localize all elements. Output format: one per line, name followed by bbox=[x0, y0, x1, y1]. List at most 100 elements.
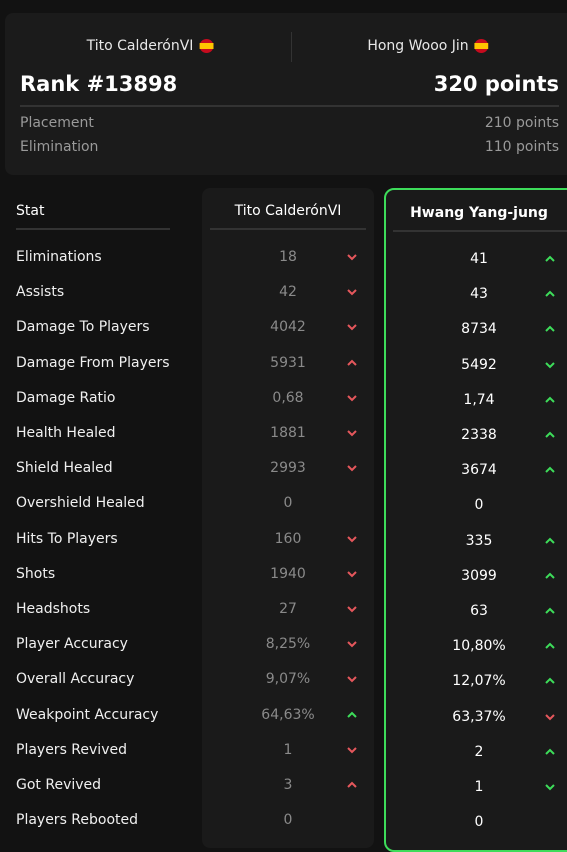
trend-arrow bbox=[347, 430, 357, 437]
player1-value: 1940 bbox=[270, 565, 306, 582]
trend-arrow bbox=[347, 711, 357, 718]
player1-header: Tito CalderónVI bbox=[87, 38, 214, 54]
player2-value: 1,74 bbox=[463, 391, 495, 408]
trend-arrow bbox=[545, 396, 555, 403]
trend-arrow bbox=[347, 254, 357, 261]
stat-label: Players Rebooted bbox=[16, 812, 139, 829]
player1-value: 1 bbox=[283, 741, 293, 758]
breakdown-label: Placement bbox=[20, 115, 94, 131]
player1-value: 2993 bbox=[270, 460, 306, 477]
trend-arrow bbox=[347, 641, 357, 648]
stat-label: Damage Ratio bbox=[16, 389, 116, 406]
separator bbox=[20, 105, 559, 107]
underline bbox=[210, 228, 366, 230]
player1-value: 3 bbox=[283, 777, 293, 793]
trend-arrow bbox=[347, 571, 357, 578]
player1-value: 0,68 bbox=[272, 389, 304, 406]
player2-value: 63 bbox=[470, 603, 488, 619]
player2-value: 0 bbox=[474, 497, 484, 514]
stat-label: Damage To Players bbox=[16, 319, 150, 336]
trend-arrow bbox=[347, 395, 357, 402]
player1-value: 0 bbox=[283, 812, 293, 829]
trend-arrow bbox=[347, 289, 357, 296]
trend-arrow bbox=[347, 747, 357, 754]
trend-arrow bbox=[545, 290, 555, 297]
trend-arrow bbox=[347, 324, 357, 331]
trend-arrow bbox=[545, 431, 555, 438]
stat-label: Player Accuracy bbox=[16, 636, 128, 653]
player2-col-header: Hwang Yang-jung bbox=[410, 205, 548, 221]
player1-value: 0 bbox=[283, 495, 293, 512]
trend-arrow bbox=[545, 748, 555, 755]
trend-arrow bbox=[545, 255, 555, 262]
stat-label: Assists bbox=[16, 284, 65, 301]
stat-label: Shield Healed bbox=[16, 460, 113, 477]
player2-value: 2338 bbox=[461, 427, 497, 443]
player1-value: 1881 bbox=[270, 425, 306, 441]
player1-value: 8,25% bbox=[265, 636, 311, 653]
breakdown-value: 110 points bbox=[484, 139, 559, 155]
player2-value: 0 bbox=[474, 814, 484, 831]
divider bbox=[291, 32, 292, 62]
trend-arrow bbox=[347, 606, 357, 613]
player2-value: 335 bbox=[465, 532, 493, 549]
trend-arrow bbox=[545, 537, 555, 544]
points: 320 points bbox=[433, 72, 559, 96]
player2-header: Hong Wooo Jin bbox=[367, 38, 489, 54]
breakdown-label: Elimination bbox=[20, 139, 99, 155]
player2-value: 10,80% bbox=[452, 638, 506, 655]
trend-arrow bbox=[347, 676, 357, 683]
player1-col-header: Tito CalderónVI bbox=[234, 203, 342, 219]
flag bbox=[199, 39, 214, 53]
underline bbox=[393, 230, 567, 232]
stat-header: Stat bbox=[16, 203, 45, 219]
player1-name: Tito CalderónVI bbox=[86, 38, 194, 54]
player1-value: 4042 bbox=[270, 319, 306, 336]
trend-arrow bbox=[347, 535, 357, 543]
player2-column bbox=[384, 188, 567, 852]
player1-column bbox=[202, 188, 374, 848]
flag bbox=[474, 39, 489, 53]
breakdown-value: 210 points bbox=[484, 115, 559, 131]
player2-value: 41 bbox=[470, 251, 488, 267]
stat-label: Got Revived bbox=[16, 777, 102, 793]
summary-card bbox=[5, 13, 567, 175]
player2-value: 5492 bbox=[461, 356, 497, 373]
stat-label: Players Revived bbox=[16, 741, 127, 758]
stat-label: Shots bbox=[16, 565, 56, 582]
trend-arrow bbox=[545, 642, 555, 649]
trend-arrow bbox=[545, 607, 555, 614]
stat-label: Overshield Healed bbox=[16, 495, 145, 512]
player2-value: 3099 bbox=[461, 567, 497, 584]
trend-arrow bbox=[545, 572, 555, 579]
trend-arrow bbox=[545, 361, 555, 369]
player2-value: 3674 bbox=[461, 462, 497, 479]
player2-value: 1 bbox=[474, 779, 484, 795]
stat-label: Headshots bbox=[16, 601, 91, 617]
player1-value: 9,07% bbox=[265, 671, 311, 688]
player2-name: Hong Wooo Jin bbox=[367, 38, 469, 54]
trend-arrow bbox=[545, 466, 555, 473]
stat-label: Health Healed bbox=[16, 425, 116, 441]
stat-label: Weakpoint Accuracy bbox=[16, 706, 159, 723]
trend-arrow bbox=[347, 781, 357, 788]
stat-label: Overall Accuracy bbox=[16, 671, 135, 688]
player2-value: 63,37% bbox=[452, 708, 506, 725]
player1-value: 64,63% bbox=[261, 706, 315, 723]
underline bbox=[16, 228, 170, 230]
player2-value: 2 bbox=[474, 743, 484, 760]
player1-value: 18 bbox=[279, 249, 297, 265]
player1-value: 27 bbox=[279, 601, 297, 617]
player2-value: 12,07% bbox=[452, 673, 506, 690]
player2-value: 43 bbox=[470, 286, 488, 303]
stat-label: Hits To Players bbox=[16, 530, 118, 547]
trend-arrow bbox=[347, 359, 357, 366]
trend-arrow bbox=[545, 677, 555, 685]
player1-value: 5931 bbox=[270, 354, 306, 371]
stat-label: Damage From Players bbox=[16, 354, 170, 371]
player1-value: 160 bbox=[274, 530, 302, 547]
trend-arrow bbox=[545, 784, 555, 791]
player2-value: 8734 bbox=[461, 321, 497, 338]
trend-arrow bbox=[545, 325, 555, 333]
rank: Rank #13898 bbox=[20, 72, 178, 96]
